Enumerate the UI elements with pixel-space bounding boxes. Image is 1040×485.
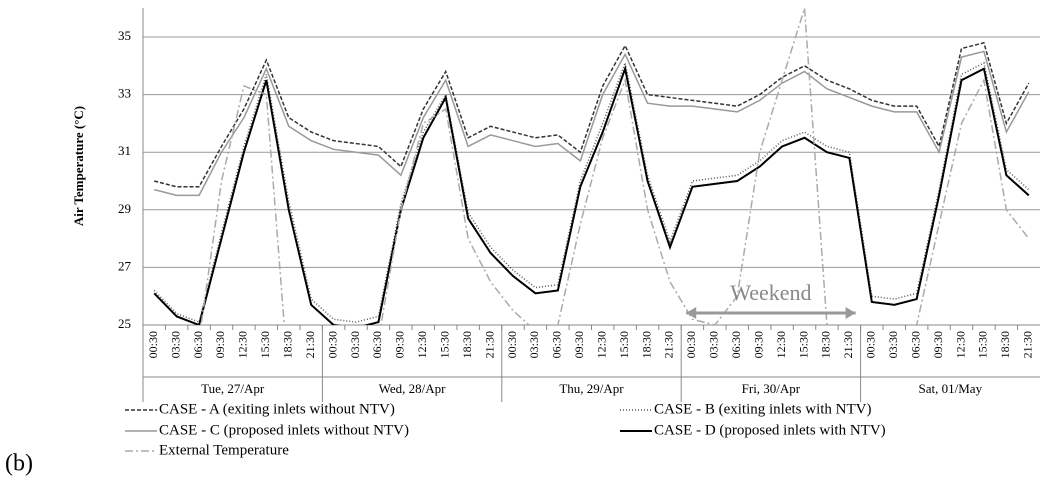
x-tick-label: 06:30 [370, 331, 384, 358]
x-tick-label: 03:30 [348, 331, 362, 358]
legend-label: CASE - C (proposed inlets without NTV) [159, 422, 409, 438]
y-tick-label: 27 [118, 258, 132, 273]
x-tick-label: 00:30 [325, 331, 339, 358]
x-tick-label: 00:30 [864, 331, 878, 358]
x-tick-label: 21:30 [303, 331, 317, 358]
y-tick-label: 29 [118, 201, 131, 216]
legend-label: CASE - D (proposed inlets with NTV) [654, 422, 886, 438]
series-line [154, 7, 1030, 325]
legend-label: External Temperature [159, 442, 289, 458]
y-tick-label: 31 [118, 143, 131, 158]
legend-label: CASE - A (exiting inlets without NTV) [159, 401, 395, 417]
x-tick-label: 21:30 [482, 331, 496, 358]
x-tick-label: 00:30 [684, 331, 698, 358]
x-tick-label: 18:30 [819, 331, 833, 358]
y-tick-label: 35 [118, 28, 131, 43]
x-tick-label: 03:30 [707, 331, 721, 358]
series-line [154, 50, 1030, 197]
group-label: Fri, 30/Apr [742, 381, 801, 396]
group-label: Thu, 29/Apr [559, 381, 624, 396]
x-tick-label: 09:30 [751, 331, 765, 358]
x-tick-label: 03:30 [886, 331, 900, 358]
y-tick-label: 33 [118, 86, 131, 101]
x-tick-label: 03:30 [527, 331, 541, 358]
x-tick-label: 15:30 [796, 331, 810, 358]
group-label: Sat, 01/May [919, 381, 983, 396]
x-tick-label: 15:30 [258, 331, 272, 358]
group-label: Wed, 28/Apr [379, 381, 446, 396]
plot-area [153, 7, 1030, 325]
x-tick-label: 03:30 [168, 331, 182, 358]
series-line [153, 60, 1030, 324]
x-tick-label: 00:30 [146, 331, 160, 358]
x-tick-label: 18:30 [460, 331, 474, 358]
annotation: Weekend [730, 280, 811, 305]
x-tick-label: 06:30 [191, 331, 205, 358]
x-tick-label: 12:30 [953, 331, 967, 358]
x-tick-label: 21:30 [662, 331, 676, 358]
x-tick-label: 15:30 [976, 331, 990, 358]
x-tick-label: 15:30 [617, 331, 631, 358]
x-tick-label: 09:30 [393, 331, 407, 358]
group-label: Tue, 27/Apr [201, 381, 265, 396]
series-line [153, 64, 1030, 325]
y-axis-label: Air Temperature (°C) [71, 106, 86, 226]
x-tick-label: 21:30 [1021, 331, 1035, 358]
panel-label: (b) [5, 451, 33, 477]
x-tick-label: 06:30 [729, 331, 743, 358]
x-tick-label: 09:30 [931, 331, 945, 358]
x-tick-label: 18:30 [639, 331, 653, 358]
x-tick-label: 12:30 [415, 331, 429, 358]
x-tick-label: 18:30 [998, 331, 1012, 358]
x-tick-label: 12:30 [774, 331, 788, 358]
y-tick-label: 25 [118, 316, 131, 331]
x-tick-label: 06:30 [908, 331, 922, 358]
x-tick-label: 06:30 [550, 331, 564, 358]
series-line [154, 41, 1030, 188]
x-tick-label: 18:30 [281, 331, 295, 358]
x-tick-label: 12:30 [594, 331, 608, 358]
x-tick-label: 15:30 [437, 331, 451, 358]
x-tick-label: 09:30 [572, 331, 586, 358]
x-tick-label: 09:30 [213, 331, 227, 358]
legend-label: CASE - B (exiting inlets with NTV) [654, 401, 872, 417]
x-tick-label: 21:30 [841, 331, 855, 358]
x-tick-label: 12:30 [236, 331, 250, 358]
x-tick-label: 00:30 [505, 331, 519, 358]
